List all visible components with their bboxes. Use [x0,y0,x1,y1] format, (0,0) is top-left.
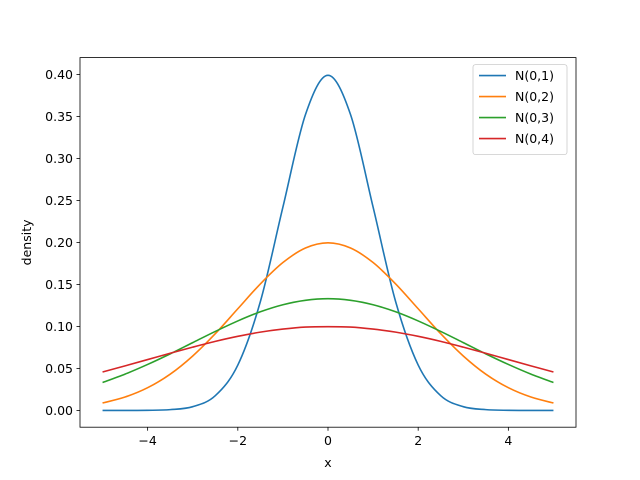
series-line-2 [102,242,554,404]
y-tick-label: 0.25 [45,193,73,208]
y-tick-label: 0.15 [45,277,73,292]
y-axis-label: density [19,219,34,265]
x-axis-ticks: −4 −2 0 2 4 [138,427,512,448]
legend-label: N(0,4) [515,131,554,146]
legend-label: N(0,2) [515,89,554,104]
x-tick-label: 2 [414,433,422,448]
y-tick-label: 0.10 [45,319,73,334]
x-tick-label: −4 [138,433,156,448]
series-line-4 [102,325,554,373]
legend-label: N(0,1) [515,68,554,83]
y-tick-label: 0.35 [45,109,73,124]
legend-box [472,64,568,155]
legend: N(0,1) N(0,2) N(0,3) N(0,4) [472,64,568,155]
y-tick-label: 0.20 [45,235,73,250]
x-tick-label: 0 [324,433,332,448]
x-tick-label: −2 [229,433,247,448]
x-axis-label: x [324,455,331,470]
y-tick-label: 0.05 [45,361,73,376]
y-tick-label: 0.40 [45,67,73,82]
series-line-1 [102,74,554,412]
x-tick-label: 4 [504,433,512,448]
series-line-3 [102,297,554,384]
y-tick-label: 0.00 [45,403,73,418]
legend-label: N(0,3) [515,110,554,125]
y-axis-ticks: 0.00 0.05 0.10 0.15 0.20 0.25 0.30 0.35 0.40 [45,67,80,418]
y-tick-label: 0.30 [45,151,73,166]
plot-lines [102,74,554,412]
